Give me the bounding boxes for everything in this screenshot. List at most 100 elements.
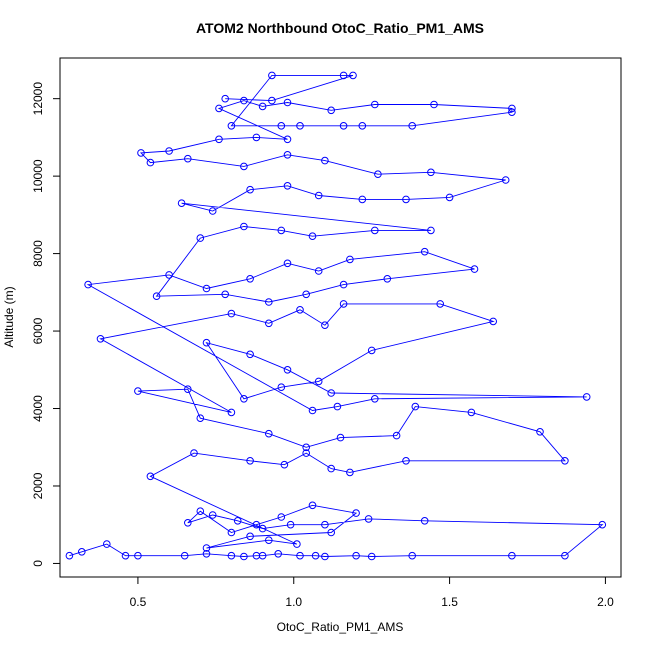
data-point (311, 551, 320, 560)
data-point (392, 431, 401, 440)
data-point (508, 108, 516, 116)
data-point (411, 402, 420, 411)
data-point (208, 207, 217, 215)
data-point (177, 199, 186, 207)
data-point (221, 290, 229, 299)
x-tick-label: 1.0 (285, 595, 302, 609)
data-point (265, 536, 273, 545)
data-point (383, 275, 392, 283)
data-point (246, 350, 254, 359)
data-point (208, 511, 217, 519)
data-point (215, 104, 223, 113)
data-point (302, 290, 311, 299)
data-point (427, 168, 435, 177)
data-point (352, 551, 360, 560)
data-point (246, 532, 254, 541)
x-tick-label: 2.0 (597, 595, 614, 609)
data-point (78, 548, 86, 556)
data-point (274, 550, 283, 558)
data-point (582, 393, 591, 401)
data-point (283, 259, 292, 268)
data-point (268, 96, 276, 105)
data-point (96, 335, 105, 343)
data-point (364, 515, 373, 523)
data-point (367, 346, 376, 355)
data-point (258, 102, 267, 111)
data-point (349, 71, 357, 80)
data-point (221, 94, 229, 103)
data-point (227, 122, 236, 130)
data-point (508, 551, 516, 560)
data-point (246, 457, 254, 465)
data-point (489, 317, 498, 326)
data-point (246, 185, 254, 194)
data-point (358, 195, 367, 204)
data-point (352, 509, 360, 517)
data-point (408, 122, 417, 130)
data-point (277, 122, 286, 130)
series-line (69, 74, 604, 557)
data-point (296, 551, 304, 560)
data-point (202, 338, 211, 347)
data-point (286, 520, 295, 529)
data-point (134, 387, 142, 395)
data-point (227, 309, 236, 318)
data-point (165, 271, 173, 279)
x-tick-label: 0.5 (130, 595, 147, 609)
data-point (327, 106, 336, 115)
chart-title: ATOM2 Northbound OtoC_Ratio_PM1_AMS (196, 20, 484, 36)
data-point (339, 280, 348, 289)
data-point (84, 280, 92, 289)
data-point (184, 385, 192, 394)
data-point (252, 520, 261, 529)
data-point (327, 464, 336, 473)
data-point (196, 234, 205, 242)
y-tick-label: 4000 (31, 395, 45, 422)
data-point (233, 517, 242, 525)
data-point (321, 520, 329, 529)
data-point (408, 551, 417, 560)
data-point (308, 232, 317, 240)
data-point (277, 226, 286, 235)
data-point (293, 540, 301, 548)
data-point (536, 428, 544, 436)
data-point (152, 292, 161, 301)
data-point (202, 550, 211, 558)
data-point (165, 147, 173, 155)
data-point (280, 460, 289, 469)
data-point (314, 267, 323, 275)
data-point (327, 389, 336, 397)
data-point (215, 135, 223, 144)
data-point (436, 300, 445, 308)
data-point (196, 414, 205, 423)
data-point (467, 408, 476, 417)
data-point (240, 96, 248, 105)
data-point (265, 319, 273, 328)
data-point (283, 98, 292, 107)
data-point (196, 507, 205, 516)
data-point (427, 226, 435, 235)
data-point (445, 193, 454, 202)
y-axis-label: Altitude (m) (2, 286, 16, 347)
data-point (371, 100, 379, 109)
data-point (277, 513, 286, 521)
data-point (598, 520, 607, 529)
data-point (258, 524, 267, 533)
data-point (501, 176, 510, 184)
series-line-group (69, 74, 604, 557)
data-point (240, 222, 248, 231)
data-point (358, 122, 367, 130)
data-point (227, 551, 236, 560)
data-point (180, 551, 189, 560)
data-point (321, 321, 329, 330)
data-point (283, 366, 292, 374)
data-point (227, 408, 236, 417)
data-point (146, 158, 155, 167)
x-tick-label: 1.5 (441, 595, 458, 609)
plot-frame (59, 57, 622, 578)
data-point (327, 528, 336, 537)
data-point (202, 284, 211, 293)
data-point (402, 457, 410, 465)
data-point (321, 156, 329, 165)
